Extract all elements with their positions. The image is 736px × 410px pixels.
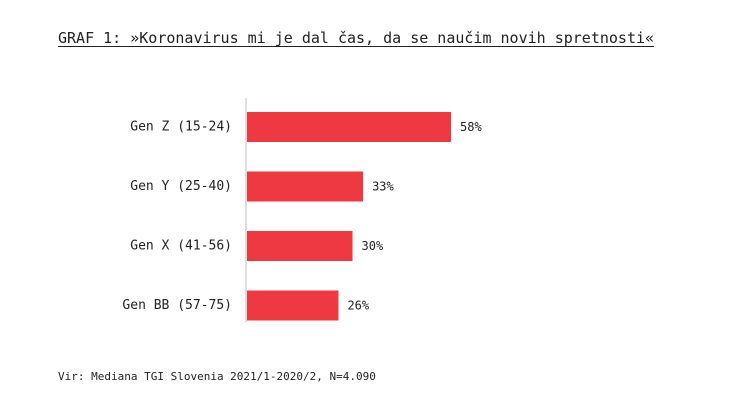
value-label-2: 30% xyxy=(362,239,384,253)
category-label-3: Gen BB (57-75) xyxy=(122,298,232,313)
bar-1 xyxy=(247,171,364,202)
chart-title: GRAF 1: »Koronavirus mi je dal čas, da s… xyxy=(58,29,655,47)
value-label-0: 58% xyxy=(460,120,482,134)
bar-2 xyxy=(247,231,353,261)
category-label-2: Gen X (41-56) xyxy=(130,239,232,254)
bar-3 xyxy=(247,290,339,321)
category-label-1: Gen Y (25-40) xyxy=(130,179,232,194)
category-label-0: Gen Z (15-24) xyxy=(130,120,232,135)
bar-0 xyxy=(247,112,451,142)
source-note: Vir: Mediana TGI Slovenia 2021/1-2020/2,… xyxy=(58,370,376,383)
value-label-1: 33% xyxy=(372,180,394,194)
value-label-3: 26% xyxy=(347,299,369,313)
